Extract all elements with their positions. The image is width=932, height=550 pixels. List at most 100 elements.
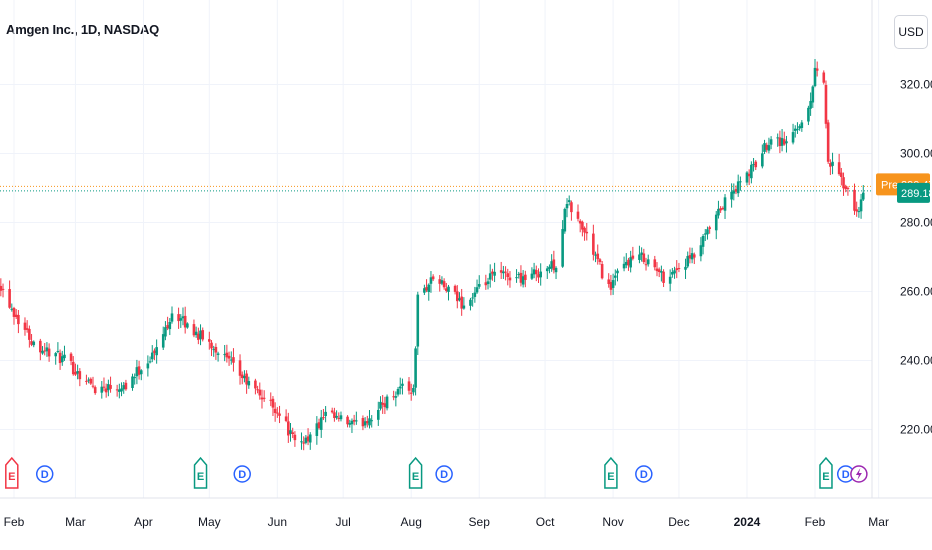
- candle: [330, 407, 334, 414]
- dividend-marker-label: D: [640, 469, 648, 481]
- dividend-marker-label: D: [440, 469, 448, 481]
- candle: [844, 184, 848, 193]
- candle-body: [208, 339, 211, 342]
- candle: [385, 394, 389, 411]
- dividend-marker-shape: [35, 465, 54, 483]
- earnings-marker[interactable]: E: [193, 456, 208, 489]
- earnings-marker[interactable]: E: [5, 456, 19, 489]
- earnings-marker[interactable]: E: [408, 456, 423, 489]
- candle-body: [859, 199, 863, 212]
- earnings-marker[interactable]: E: [604, 456, 618, 489]
- candle: [840, 167, 843, 186]
- dividend-marker[interactable]: D: [635, 465, 653, 483]
- candle-body: [548, 266, 551, 269]
- candle: [210, 340, 213, 357]
- candle: [488, 264, 492, 288]
- candle-body: [653, 259, 657, 268]
- earnings-marker[interactable]: E: [819, 456, 833, 489]
- candle: [690, 247, 694, 264]
- candle: [537, 268, 540, 284]
- candle: [627, 257, 630, 271]
- candle-body: [337, 417, 341, 419]
- candle: [677, 262, 681, 273]
- candle-body: [462, 305, 466, 309]
- candle-body: [675, 268, 679, 271]
- candle-body: [131, 376, 134, 389]
- candle-body: [284, 416, 288, 421]
- earnings-marker-label: E: [412, 471, 419, 483]
- candle-body: [407, 381, 411, 391]
- candle: [293, 431, 297, 447]
- currency-button[interactable]: USD: [894, 15, 928, 49]
- candle-body: [319, 417, 323, 430]
- candle-body: [414, 348, 417, 388]
- x-tick-label: Jun: [268, 515, 287, 529]
- candle: [240, 371, 244, 385]
- candle: [278, 405, 281, 424]
- candle: [192, 319, 196, 338]
- candle-body: [701, 235, 705, 247]
- candle-body: [515, 277, 518, 279]
- candle: [624, 253, 628, 269]
- dividend-marker[interactable]: D: [233, 465, 251, 483]
- dividend-marker-label: D: [238, 469, 246, 481]
- earnings-marker-label: E: [8, 471, 15, 483]
- earnings-marker-shape: [193, 456, 208, 489]
- candle-body: [622, 263, 626, 269]
- candle-body: [150, 352, 154, 360]
- candle-body: [846, 187, 850, 189]
- candle: [671, 267, 674, 278]
- candle: [545, 265, 549, 279]
- candle-body: [214, 346, 218, 353]
- candle: [350, 418, 354, 433]
- candle: [734, 185, 738, 195]
- candle-body: [137, 366, 141, 375]
- candle: [245, 370, 248, 394]
- candle: [247, 376, 251, 389]
- dividend-marker[interactable]: D: [35, 465, 54, 483]
- split-marker[interactable]: [850, 465, 868, 483]
- candle-body: [225, 352, 229, 358]
- candle: [530, 267, 534, 281]
- candle-body: [423, 288, 426, 293]
- candle: [699, 237, 703, 262]
- candle: [611, 273, 615, 295]
- candle-body: [629, 257, 632, 268]
- candle-body: [440, 280, 444, 284]
- candle-body: [322, 417, 325, 419]
- candle: [139, 369, 143, 381]
- candle: [438, 275, 442, 292]
- candle-body: [631, 255, 635, 259]
- candle: [561, 220, 564, 268]
- candle-body: [598, 259, 602, 262]
- candle-body: [102, 386, 106, 388]
- candle: [30, 334, 33, 347]
- earnings-marker-shape: [5, 456, 19, 489]
- candle-body: [366, 421, 369, 424]
- candle: [548, 264, 551, 274]
- candle: [276, 407, 279, 418]
- candle-body: [809, 101, 812, 109]
- candle-body: [504, 271, 507, 273]
- candle-body: [473, 292, 477, 297]
- candle: [857, 206, 861, 218]
- candle: [570, 200, 573, 221]
- candle: [122, 381, 126, 394]
- candle-body: [352, 419, 356, 422]
- candle: [150, 345, 154, 363]
- candle: [361, 415, 365, 431]
- candle: [859, 193, 863, 219]
- candle: [460, 288, 463, 316]
- candle-body: [458, 298, 461, 301]
- candle-body: [475, 287, 479, 293]
- candle-body: [256, 389, 259, 391]
- candle: [423, 284, 426, 296]
- candle-body: [613, 275, 617, 278]
- x-tick-label: May: [198, 515, 221, 529]
- candle: [785, 135, 788, 153]
- candle: [730, 183, 733, 208]
- candle-body: [714, 214, 718, 231]
- candle-body: [677, 267, 681, 269]
- dividend-marker[interactable]: D: [435, 465, 453, 483]
